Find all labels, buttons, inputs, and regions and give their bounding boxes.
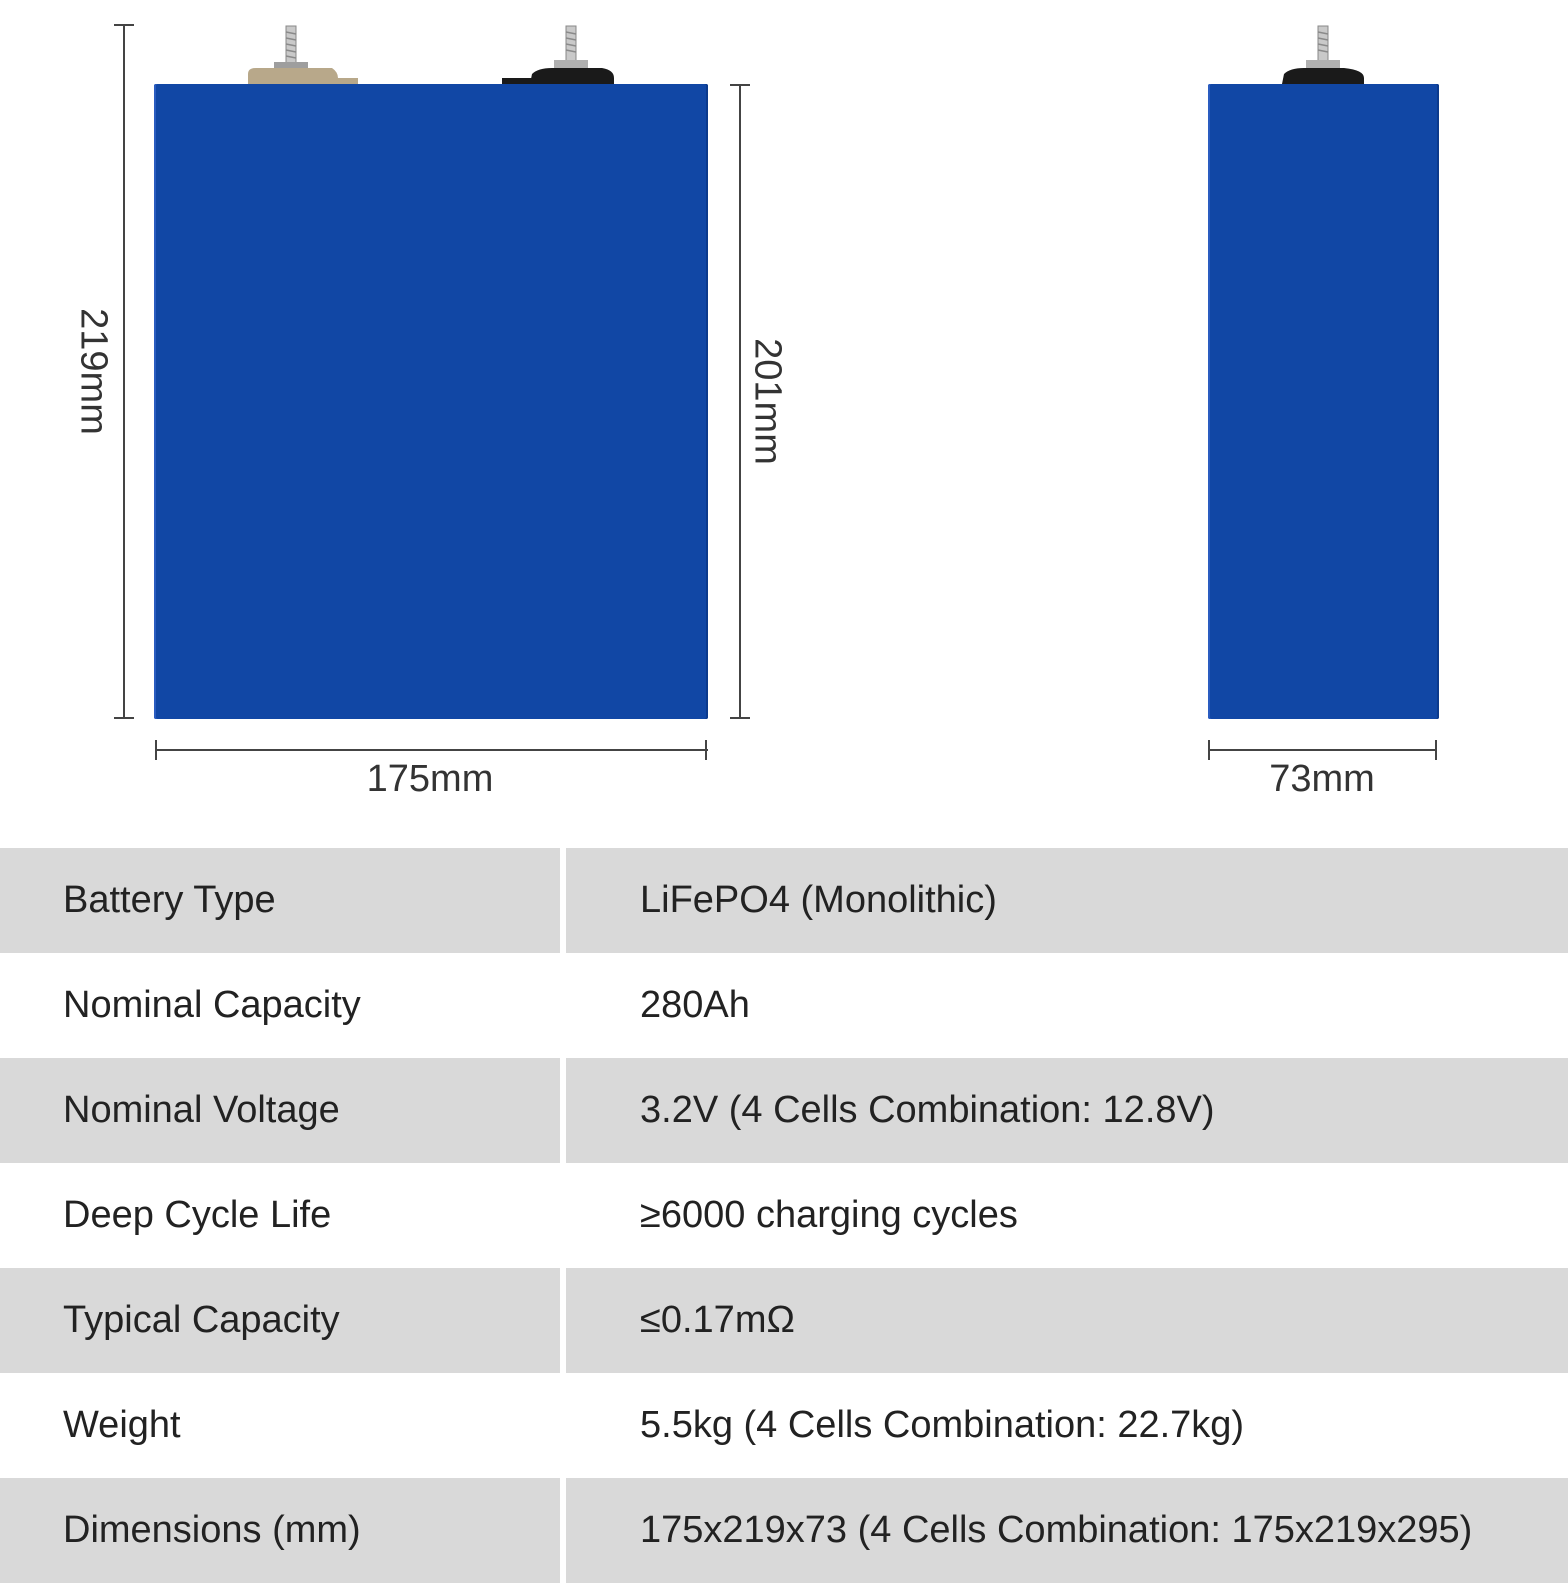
width-label: 175mm bbox=[366, 758, 494, 800]
spec-row: Weight 5.5kg (4 Cells Combination: 22.7k… bbox=[0, 1373, 1568, 1478]
dim-line bbox=[123, 24, 125, 719]
dim-cap bbox=[114, 717, 134, 719]
spec-row: Deep Cycle Life ≥6000 charging cycles bbox=[0, 1163, 1568, 1268]
spec-value: 5.5kg (4 Cells Combination: 22.7kg) bbox=[566, 1373, 1568, 1478]
spec-value: ≤0.17mΩ bbox=[566, 1268, 1568, 1373]
spec-value: 175x219x73 (4 Cells Combination: 175x219… bbox=[566, 1478, 1568, 1583]
spec-row: Dimensions (mm) 175x219x73 (4 Cells Comb… bbox=[0, 1478, 1568, 1583]
spec-key: Dimensions (mm) bbox=[0, 1478, 560, 1583]
spec-row: Nominal Capacity 280Ah bbox=[0, 953, 1568, 1058]
spec-row: Battery Type LiFePO4 (Monolithic) bbox=[0, 848, 1568, 953]
spec-value: 280Ah bbox=[566, 953, 1568, 1058]
depth-label: 73mm bbox=[1269, 758, 1375, 800]
spec-key: Nominal Voltage bbox=[0, 1058, 560, 1163]
positive-terminal-icon bbox=[248, 25, 358, 84]
spec-row: Nominal Voltage 3.2V (4 Cells Combinatio… bbox=[0, 1058, 1568, 1163]
spec-key: Deep Cycle Life bbox=[0, 1163, 560, 1268]
height-total-label: 219mm bbox=[72, 308, 115, 435]
spec-key: Typical Capacity bbox=[0, 1268, 560, 1373]
spec-key: Weight bbox=[0, 1373, 560, 1478]
negative-terminal-icon bbox=[502, 25, 614, 84]
side-terminal-icon bbox=[1282, 25, 1364, 84]
spec-row: Typical Capacity ≤0.17mΩ bbox=[0, 1268, 1568, 1373]
dim-cap bbox=[1435, 740, 1437, 760]
spec-value: ≥6000 charging cycles bbox=[566, 1163, 1568, 1268]
spec-key: Nominal Capacity bbox=[0, 953, 560, 1058]
spec-key: Battery Type bbox=[0, 848, 560, 953]
side-cell-body bbox=[1208, 84, 1439, 719]
dim-cap bbox=[730, 717, 750, 719]
battery-dimension-diagram: 219mm 201mm 175mm 73mm bbox=[72, 24, 1439, 800]
spec-table: Battery Type LiFePO4 (Monolithic) Nomina… bbox=[0, 848, 1568, 1583]
front-cell-body bbox=[154, 84, 708, 719]
dim-line bbox=[1208, 749, 1437, 751]
spec-value: 3.2V (4 Cells Combination: 12.8V) bbox=[566, 1058, 1568, 1163]
spec-value: LiFePO4 (Monolithic) bbox=[566, 848, 1568, 953]
height-body-label: 201mm bbox=[746, 338, 789, 465]
dim-cap bbox=[705, 740, 707, 760]
dim-line bbox=[739, 84, 741, 719]
dim-line bbox=[155, 749, 708, 751]
